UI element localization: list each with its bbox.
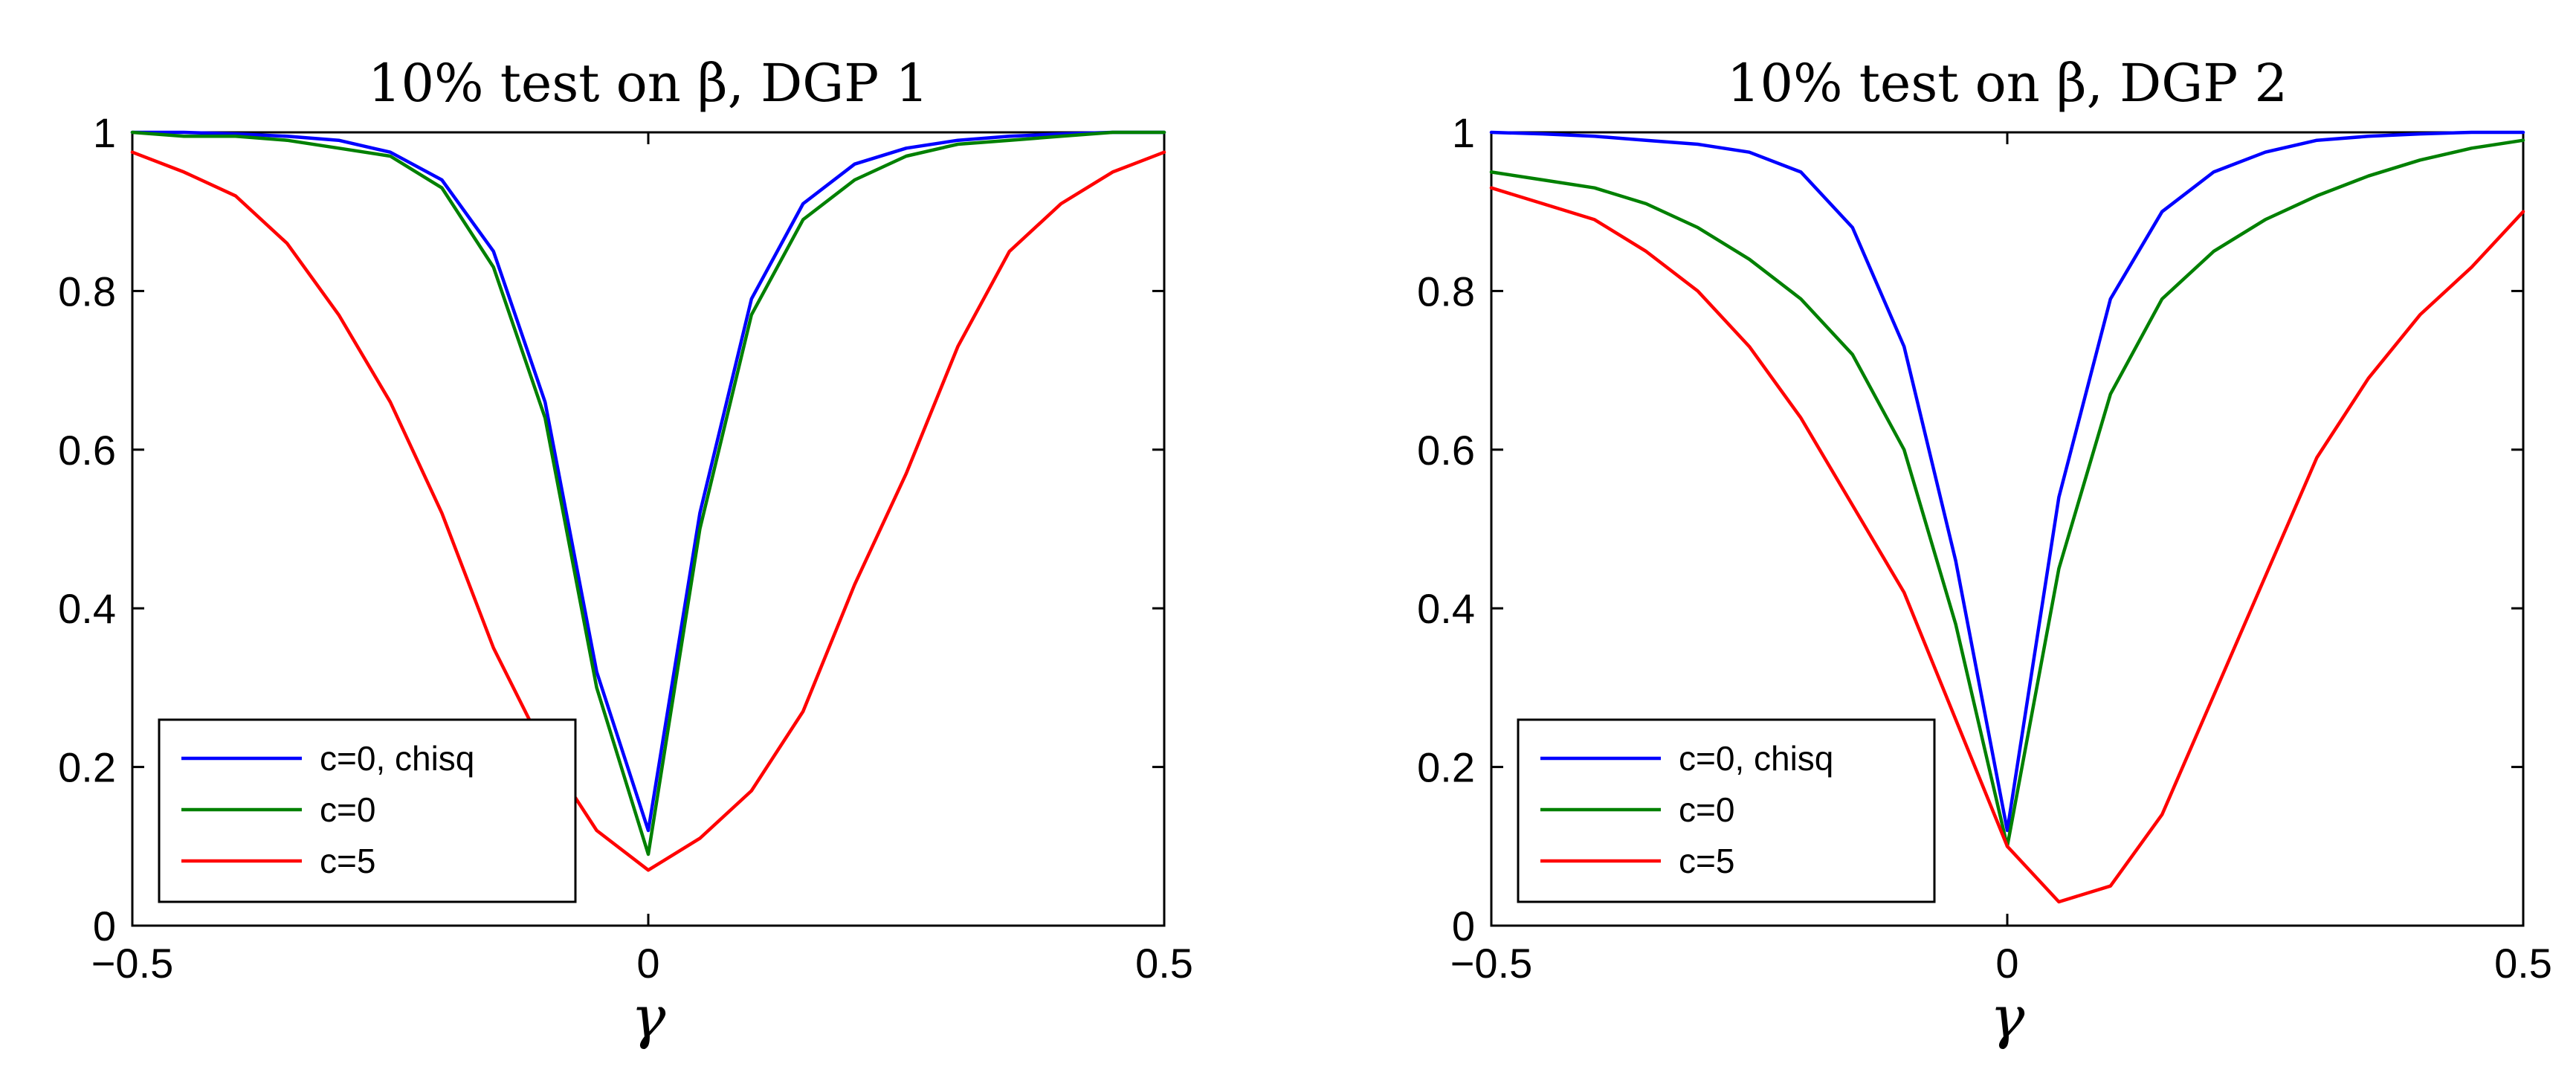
x-tick-label: −0.5 (91, 940, 174, 987)
x-tick-label: 0 (636, 940, 659, 987)
legend-label: c=5 (1679, 842, 1734, 880)
x-axis-label: γ (1990, 984, 2025, 1051)
legend-label: c=0 (320, 790, 375, 829)
y-tick-label: 0.4 (1417, 585, 1475, 632)
y-tick-label: 0.8 (58, 268, 116, 314)
chart-title: 10% test on β, DGP 1 (368, 53, 929, 114)
y-tick-label: 0.2 (58, 744, 116, 791)
y-tick-label: 0.6 (58, 427, 116, 474)
x-tick-label: 0.5 (2494, 940, 2552, 987)
y-tick-label: 0.8 (1417, 268, 1475, 314)
chart-panel-dgp1: 10% test on β, DGP 1−0.5 0 0.500.20.40.60.… (58, 53, 1193, 1051)
series-line-c-0-chisq (130, 130, 1166, 833)
x-tick-label: 0.5 (1135, 940, 1193, 987)
x-tick-label: 0 (1995, 940, 2018, 987)
chart-panel-dgp2: 10% test on β, DGP 2−0.5 0 0.500.20.40.60.… (1417, 53, 2552, 1051)
series-line-c-0 (130, 130, 1166, 856)
y-tick-label: 0.4 (58, 585, 116, 632)
legend-label: c=0, chisq (320, 739, 474, 778)
legend: c=0, chisq c=0 c=5 (1517, 718, 1936, 903)
x-tick-label: −0.5 (1450, 940, 1533, 987)
y-tick-label: 1 (93, 109, 116, 156)
series-line-c-0-chisq (1489, 130, 2525, 833)
x-axis-label: γ (631, 984, 666, 1051)
series-line-c-5 (1489, 186, 2525, 904)
y-tick-label: 0.6 (1417, 427, 1475, 474)
legend: c=0, chisq c=0 c=5 (158, 718, 577, 903)
legend-label: c=0 (1679, 790, 1734, 829)
y-tick-label: 0 (1452, 903, 1475, 949)
y-tick-label: 0 (93, 903, 116, 949)
series-line-c-5 (130, 150, 1166, 872)
legend-label: c=0, chisq (1679, 739, 1833, 778)
chart-title: 10% test on β, DGP 2 (1727, 53, 2288, 114)
legend-label: c=5 (320, 842, 375, 880)
y-tick-label: 0.2 (1417, 744, 1475, 791)
y-tick-label: 1 (1452, 109, 1475, 156)
